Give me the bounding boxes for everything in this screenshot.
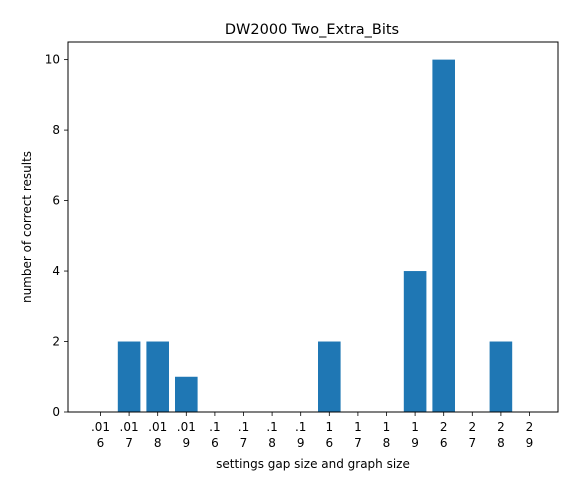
- bar-2: [146, 341, 169, 412]
- y-axis-label: number of correct results: [20, 151, 34, 303]
- plot-frame: [67, 41, 559, 413]
- y-tick-label-2: 4: [52, 264, 60, 278]
- chart-title: DW2000 Two_Extra_Bits: [225, 22, 399, 38]
- y-tick-label-3: 6: [52, 194, 60, 208]
- x-tick-label-1: .01 7: [120, 420, 139, 450]
- bar-11: [403, 271, 427, 412]
- x-tick-label-3: .01 9: [177, 420, 196, 450]
- x-tick-label-7: .1 9: [295, 420, 306, 450]
- bars-group: [117, 59, 513, 413]
- y-tick-label-5: 10: [45, 53, 60, 67]
- x-tick-label-5: .1 7: [238, 420, 249, 450]
- y-axis-ticks: 0 2 4 6 8 10: [45, 53, 68, 419]
- y-tick-label-4: 8: [52, 123, 60, 137]
- y-tick-label-0: 0: [52, 405, 60, 419]
- x-tick-label-4: .1 6: [209, 420, 220, 450]
- x-tick-label-6: .1 8: [266, 420, 277, 450]
- bar-8: [318, 341, 341, 412]
- x-tick-label-2: .01 8: [148, 420, 167, 450]
- bar-12: [432, 59, 455, 413]
- x-axis-ticks: .01 6 .01 7 .01 8 .01 9 .1 6 .1 7 .1 8 .1 9 1 6 1 7 1 8 1 9 2 6 2 7…: [91, 412, 533, 450]
- y-tick-label-1: 2: [52, 335, 60, 349]
- bar-3: [175, 376, 198, 412]
- x-tick-label-0: .01 6: [91, 420, 110, 450]
- bar-1: [117, 341, 141, 412]
- bar-14: [489, 341, 513, 412]
- x-axis-label: settings gap size and graph size: [216, 457, 410, 471]
